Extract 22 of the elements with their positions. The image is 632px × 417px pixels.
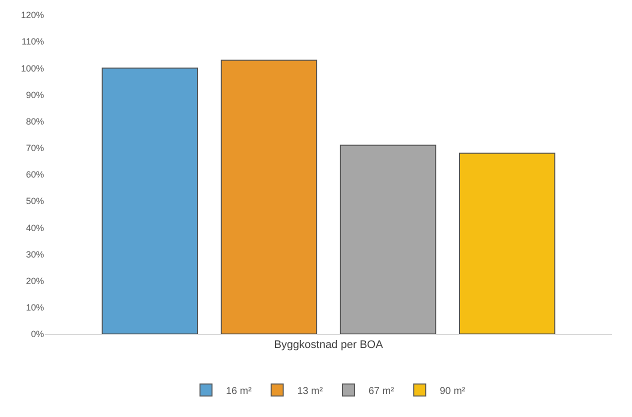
bar [458, 152, 556, 334]
bar [102, 68, 198, 334]
bar [220, 60, 318, 334]
y-tick-label: 30% [26, 249, 44, 260]
y-tick-label: 50% [26, 196, 44, 206]
y-tick-label: 60% [26, 170, 44, 180]
y-tick-label: 0% [30, 329, 44, 340]
legend-label: 90 m² [440, 386, 466, 397]
bar [340, 144, 436, 334]
y-tick-label: 70% [26, 143, 44, 154]
legend-label: 16 m² [226, 386, 252, 397]
y-tick-label: 120% [20, 10, 44, 20]
y-tick-label: 20% [26, 276, 44, 286]
legend-label: 13 m² [297, 386, 324, 397]
y-tick-label: 90% [26, 90, 44, 100]
y-tick-label: 80% [26, 116, 44, 126]
x-axis-title: Byggkostnad per BOA [274, 339, 384, 351]
y-tick-label: 100% [20, 63, 44, 74]
legend-label: 67 m² [368, 386, 395, 397]
y-tick-label: 110% [22, 36, 44, 47]
y-tick-label: 10% [26, 302, 44, 313]
y-tick-label: 40% [26, 222, 44, 233]
